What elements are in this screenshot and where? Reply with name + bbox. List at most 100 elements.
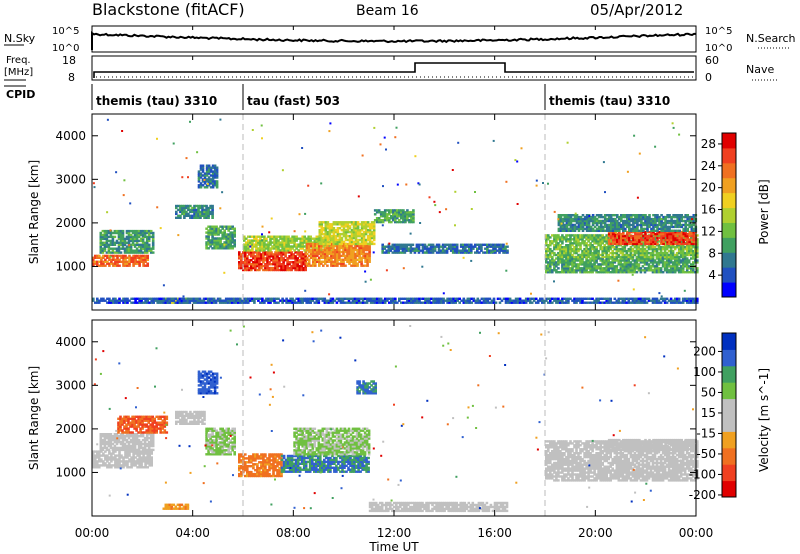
data-cell [654, 219, 657, 223]
data-cell [646, 242, 649, 246]
data-cell [258, 251, 261, 254]
data-cell [419, 243, 423, 246]
data-cell [426, 299, 429, 302]
data-cell [211, 172, 215, 175]
data-cell [296, 259, 299, 262]
data-cell [267, 299, 270, 302]
data-cell [290, 255, 293, 258]
data-cell [119, 243, 123, 246]
data-cell [309, 242, 313, 246]
data-cell [670, 230, 673, 234]
data-cell [581, 257, 584, 260]
data-cell [135, 243, 139, 246]
data-cell [659, 259, 663, 262]
data-cell [352, 234, 356, 238]
data-cell [121, 231, 125, 235]
data-cell [361, 299, 365, 302]
data-cell [229, 243, 232, 246]
data-cell [312, 244, 315, 248]
data-cell [207, 206, 210, 210]
data-cell [561, 246, 564, 249]
data-cell [151, 245, 155, 248]
data-cell [571, 257, 574, 260]
data-cell [119, 251, 123, 254]
data-cell [177, 204, 180, 208]
data-cell [145, 249, 149, 252]
data-cell [639, 247, 643, 251]
data-cell [622, 215, 625, 219]
data-cell [545, 234, 548, 237]
data-cell [103, 229, 107, 233]
data-cell [322, 264, 325, 267]
data-cell [346, 252, 349, 256]
data-cell [330, 223, 334, 226]
data-cell [567, 301, 570, 304]
data-cell [211, 237, 214, 240]
data-cell [677, 261, 681, 264]
data-cell [215, 166, 219, 169]
data-cell [127, 239, 131, 243]
data-cell [585, 229, 589, 232]
data-cell [457, 251, 461, 254]
data-cell [99, 245, 103, 248]
data-cell [92, 299, 95, 302]
data-cell [398, 213, 401, 216]
data-cell [124, 258, 127, 261]
data-cell [285, 241, 288, 244]
data-cell [613, 246, 617, 249]
data-cell [671, 253, 675, 257]
data-cell [692, 240, 696, 244]
data-cell [364, 240, 368, 244]
data-cell [146, 258, 149, 261]
data-cell [108, 256, 111, 259]
data-cell [280, 253, 283, 256]
data-cell [307, 262, 311, 265]
data-cell [581, 271, 584, 274]
data-cell [667, 265, 671, 268]
data-cell [350, 223, 354, 226]
data-cell [272, 255, 275, 258]
data-cell [251, 235, 254, 238]
data-cell [648, 242, 651, 246]
data-cell [324, 227, 328, 230]
data-cell [209, 178, 213, 181]
data-cell [587, 267, 590, 270]
data-cell [649, 261, 653, 264]
data-cell [292, 266, 295, 270]
data-cell [512, 301, 516, 304]
data-cell [636, 236, 639, 240]
data-cell [119, 235, 123, 239]
data-cell [368, 223, 372, 226]
data-cell [429, 243, 433, 246]
data-cell [262, 264, 265, 268]
data-cell [549, 247, 552, 251]
data-cell [661, 251, 665, 255]
data-cell [286, 264, 289, 268]
data-cell [583, 269, 586, 272]
data-cell [332, 238, 336, 242]
data-cell [431, 251, 435, 254]
data-cell [252, 251, 255, 254]
data-cell [643, 244, 647, 247]
data-cell [597, 253, 600, 257]
data-cell [633, 249, 637, 253]
data-cell [133, 229, 137, 233]
data-cell [206, 301, 210, 304]
data-cell [581, 297, 584, 300]
data-cell [654, 217, 657, 221]
data-cell [304, 266, 307, 270]
data-cell [372, 225, 376, 228]
data-cell [273, 301, 276, 304]
data-cell [244, 259, 247, 262]
data-cell [354, 248, 357, 252]
data-cell [284, 259, 287, 262]
data-cell [128, 258, 131, 261]
data-cell [175, 216, 178, 219]
data-cell [484, 243, 487, 246]
data-cell [620, 217, 623, 221]
data-cell [170, 297, 174, 300]
data-cell [398, 299, 401, 302]
data-cell [669, 253, 673, 257]
data-cell [104, 260, 107, 263]
data-cell [528, 301, 532, 304]
